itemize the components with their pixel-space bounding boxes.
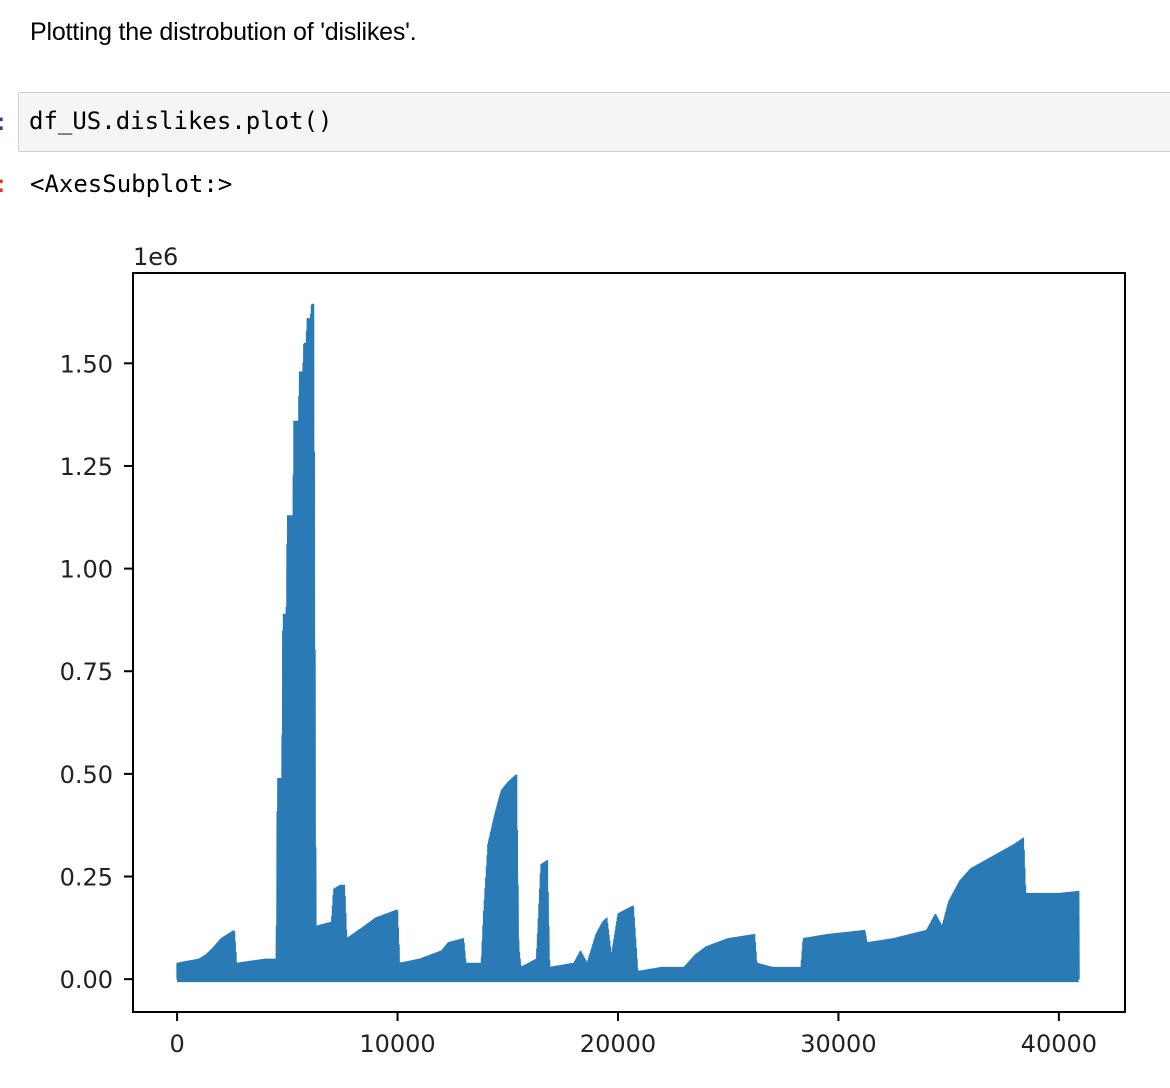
markdown-text: Plotting the distrobution of 'dislikes'. <box>30 18 417 46</box>
y-offset-label: 1e6 <box>133 243 178 271</box>
y-tick-label: 0.75 <box>60 658 113 686</box>
y-tick-label: 1.50 <box>60 350 113 378</box>
dislikes-line-plot: 0 10000 20000 30000 40000 0.00 0.25 0.50 0.75 1.0… <box>60 243 1126 1058</box>
plot-series <box>176 303 1080 983</box>
axis-ticks: 0 10000 20000 30000 40000 0.00 0.25 0.50 0.75 1.0… <box>60 350 1097 1058</box>
code-text[interactable]: df_US.dislikes.plot() <box>29 107 333 135</box>
series-baseline <box>177 976 1079 983</box>
y-tick-label: 0.25 <box>60 864 113 892</box>
output-prompt: : <box>0 170 8 198</box>
axes-frame <box>132 272 1126 1013</box>
code-cell[interactable]: df_US.dislikes.plot() <box>18 92 1170 152</box>
y-tick-label: 1.00 <box>60 556 113 584</box>
x-tick-label: 40000 <box>1021 1030 1097 1058</box>
y-tick-label: 1.25 <box>60 453 113 481</box>
x-tick-label: 20000 <box>580 1030 656 1058</box>
x-tick-label: 10000 <box>359 1030 435 1058</box>
x-tick-label: 0 <box>169 1030 184 1058</box>
dislikes-series-line <box>176 303 1080 980</box>
y-tick-label: 0.00 <box>60 966 113 994</box>
output-text: <AxesSubplot:> <box>30 170 233 198</box>
x-tick-label: 30000 <box>800 1030 876 1058</box>
y-tick-label: 0.50 <box>60 761 113 789</box>
input-prompt: : <box>0 108 8 136</box>
